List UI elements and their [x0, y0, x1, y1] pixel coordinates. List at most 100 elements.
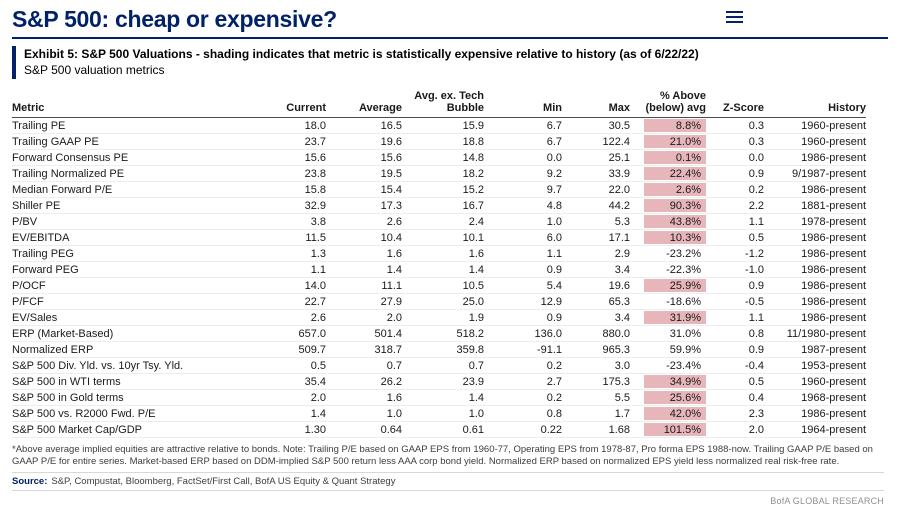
history-cell: 1968-present: [764, 389, 866, 406]
avg-ex-tech-cell: 0.61: [402, 421, 484, 438]
min-cell: 0.2: [484, 389, 562, 406]
average-cell: 1.0: [326, 405, 402, 422]
min-cell: 9.7: [484, 181, 562, 198]
metric-cell: S&P 500 in Gold terms: [12, 389, 264, 406]
pct-above-value-shaded: 2.6%: [644, 183, 706, 196]
average-cell: 15.6: [326, 149, 402, 166]
max-cell: 5.3: [562, 213, 630, 230]
table-row: P/BV 3.8 2.6 2.4 1.0 5.3 43.8% 1.1 1978-present: [12, 213, 866, 230]
pct-above-value: -23.4%: [666, 359, 701, 372]
pct-above-value-shaded: 43.8%: [644, 215, 706, 228]
min-cell: 0.9: [484, 309, 562, 326]
col-header-avg-ex-tech-line1: Avg. ex. Tech: [414, 90, 484, 102]
min-cell: 1.1: [484, 245, 562, 262]
average-cell: 1.6: [326, 245, 402, 262]
max-cell: 65.3: [562, 293, 630, 310]
current-cell: 11.5: [264, 229, 326, 246]
max-cell: 25.1: [562, 149, 630, 166]
pct-above-cell: 25.9%: [630, 277, 706, 294]
exhibit-header: Exhibit 5: S&P 500 Valuations - shading …: [12, 46, 888, 79]
average-cell: 10.4: [326, 229, 402, 246]
z-score-cell: 0.9: [706, 165, 764, 182]
table-row: S&P 500 in WTI terms 35.4 26.2 23.9 2.7 175.3…: [12, 373, 866, 390]
current-cell: 14.0: [264, 277, 326, 294]
table-row: Shiller PE 32.9 17.3 16.7 4.8 44.2 90.3% 2.2 188…: [12, 197, 866, 214]
avg-ex-tech-cell: 10.5: [402, 277, 484, 294]
pct-above-value: -23.2%: [666, 247, 701, 260]
pct-above-cell: 21.0%: [630, 133, 706, 150]
table-row: S&P 500 in Gold terms 2.0 1.6 1.4 0.2 5.5 25.6…: [12, 389, 866, 406]
average-cell: 19.6: [326, 133, 402, 150]
avg-ex-tech-cell: 1.9: [402, 309, 484, 326]
max-cell: 3.4: [562, 261, 630, 278]
average-cell: 17.3: [326, 197, 402, 214]
metric-cell: Forward PEG: [12, 261, 264, 278]
pct-above-cell: 90.3%: [630, 197, 706, 214]
history-cell: 1978-present: [764, 213, 866, 230]
avg-ex-tech-cell: 15.2: [402, 181, 484, 198]
z-score-cell: 0.0: [706, 149, 764, 166]
col-header-average: Average: [326, 88, 402, 118]
avg-ex-tech-cell: 359.8: [402, 341, 484, 358]
current-cell: 15.8: [264, 181, 326, 198]
current-cell: 18.0: [264, 117, 326, 134]
current-cell: 22.7: [264, 293, 326, 310]
history-cell: 1986-present: [764, 261, 866, 278]
metric-cell: Forward Consensus PE: [12, 149, 264, 166]
z-score-cell: -1.0: [706, 261, 764, 278]
min-cell: 5.4: [484, 277, 562, 294]
pct-above-cell: 101.5%: [630, 421, 706, 438]
current-cell: 2.0: [264, 389, 326, 406]
table-row: Trailing Normalized PE 23.8 19.5 18.2 9.2 33.…: [12, 165, 866, 182]
history-cell: 1964-present: [764, 421, 866, 438]
average-cell: 1.4: [326, 261, 402, 278]
current-cell: 1.3: [264, 245, 326, 262]
pct-above-cell: 0.1%: [630, 149, 706, 166]
table-row: S&P 500 vs. R2000 Fwd. P/E 1.4 1.0 1.0 0.8 1.…: [12, 405, 866, 422]
col-header-pct-line1: % Above: [659, 90, 706, 102]
avg-ex-tech-cell: 18.2: [402, 165, 484, 182]
max-cell: 3.4: [562, 309, 630, 326]
table-row: S&P 500 Market Cap/GDP 1.30 0.64 0.61 0.22 1.…: [12, 421, 866, 438]
z-score-cell: 0.5: [706, 373, 764, 390]
history-cell: 1986-present: [764, 245, 866, 262]
exhibit-subtitle: S&P 500 valuation metrics: [24, 63, 165, 77]
col-header-pct-line2: (below) avg: [645, 102, 706, 114]
pct-above-value-shaded: 101.5%: [644, 423, 706, 436]
col-header-pct-above-below-avg: % Above (below) avg: [630, 88, 706, 118]
history-cell: 1953-present: [764, 357, 866, 374]
min-cell: 9.2: [484, 165, 562, 182]
page-title: S&P 500: cheap or expensive?: [12, 6, 337, 32]
max-cell: 22.0: [562, 181, 630, 198]
avg-ex-tech-cell: 1.4: [402, 261, 484, 278]
metric-cell: S&P 500 in WTI terms: [12, 373, 264, 390]
min-cell: 12.9: [484, 293, 562, 310]
footnote: *Above average implied equities are attr…: [12, 444, 873, 467]
col-header-avg-ex-tech-bubble: Avg. ex. Tech Bubble: [402, 88, 484, 118]
pct-above-value-shaded: 25.6%: [644, 391, 706, 404]
valuation-table: Metric Current Average Avg. ex. Tech Bub…: [12, 88, 866, 438]
z-score-cell: -0.5: [706, 293, 764, 310]
source-line: Source: S&P, Compustat, Bloomberg, FactSe…: [12, 472, 884, 491]
avg-ex-tech-cell: 1.4: [402, 389, 484, 406]
metric-cell: Trailing GAAP PE: [12, 133, 264, 150]
metric-cell: ERP (Market-Based): [12, 325, 264, 342]
average-cell: 19.5: [326, 165, 402, 182]
max-cell: 1.7: [562, 405, 630, 422]
pct-above-value-shaded: 31.9%: [644, 311, 706, 324]
history-cell: 1986-present: [764, 181, 866, 198]
source-label: Source:: [12, 476, 48, 487]
average-cell: 26.2: [326, 373, 402, 390]
min-cell: 0.8: [484, 405, 562, 422]
table-row: Trailing PEG 1.3 1.6 1.6 1.1 2.9 -23.2% -1.2 198…: [12, 245, 866, 262]
z-score-cell: 0.9: [706, 277, 764, 294]
average-cell: 0.7: [326, 357, 402, 374]
current-cell: 35.4: [264, 373, 326, 390]
history-cell: 1960-present: [764, 117, 866, 134]
history-cell: 1960-present: [764, 373, 866, 390]
pct-above-cell: 25.6%: [630, 389, 706, 406]
history-cell: 1960-present: [764, 133, 866, 150]
table-row: EV/EBITDA 11.5 10.4 10.1 6.0 17.1 10.3% 0.5 1986…: [12, 229, 866, 246]
current-cell: 32.9: [264, 197, 326, 214]
hamburger-menu-icon[interactable]: [726, 11, 743, 23]
